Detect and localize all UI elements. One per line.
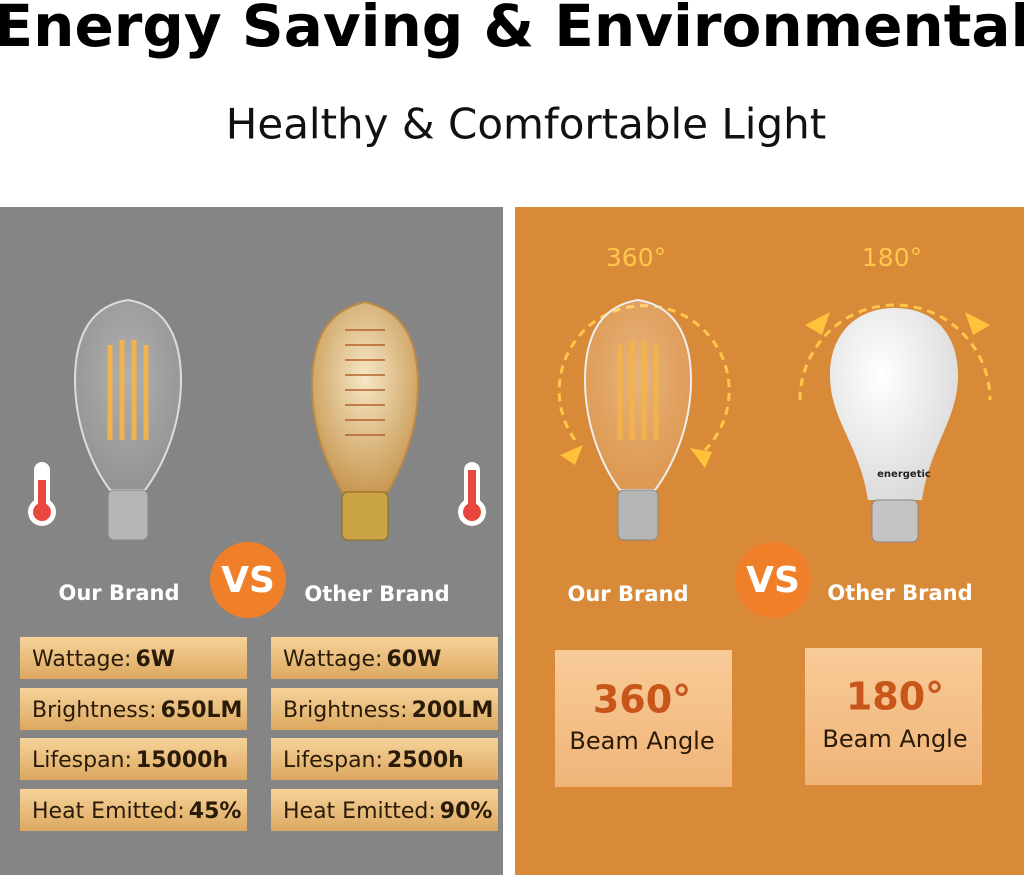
spec-value: 15000h [136,748,228,773]
spec-value: 90% [440,799,493,824]
spec-label: Heat Emitted: [32,799,185,824]
spec-label: Wattage: [32,647,131,672]
bulb-brand: energetic [877,469,931,480]
spec-box [20,738,247,780]
beam-box [805,648,982,785]
brand-label: Other Brand [827,581,972,605]
arc-label: 360° [606,243,666,272]
spec-label: Heat Emitted: [283,799,436,824]
spec-text: Brightness: 650LM [32,698,242,723]
vs-text: VS [746,560,800,601]
spec-text: Heat Emitted: 90% [283,799,492,824]
vs-badge [210,542,286,618]
arc [557,304,731,452]
spec-label: Lifespan: [32,748,132,773]
title: Energy Saving & Environmental [0,0,1024,60]
brand-label: Our Brand [59,581,180,605]
beam-angle: 180° [846,675,944,719]
spec-text: Brightness: 200LM [283,698,493,723]
a19-bulb: energetic [830,308,958,543]
thermometer [28,462,56,526]
spec-label: Wattage: [283,647,382,672]
spec-value: 200LM [412,698,494,723]
spec-text: Wattage: 60W [283,647,441,672]
vs-text: VS [221,560,275,601]
thermometer [458,462,486,526]
led-bulb [73,298,183,541]
spec-text: Lifespan: 2500h [283,748,464,773]
beam-angle: 360° [593,678,691,722]
brand-label: Other Brand [304,582,449,606]
led-bulb [583,298,693,541]
spec-label: Brightness: [32,698,157,723]
spec-text: Heat Emitted: 45% [32,799,241,824]
arc [798,303,992,401]
beam-caption: Beam Angle [822,725,967,753]
spec-text: Wattage: 6W [32,647,175,672]
beam-box [555,650,732,787]
spec-label: Lifespan: [283,748,383,773]
spec-text: Lifespan: 15000h [32,748,228,773]
spec-box [20,789,247,831]
spec-value: 2500h [387,748,464,773]
arc-label: 180° [862,243,922,272]
subtitle: Healthy & Comfortable Light [226,100,826,149]
edison-bulb [310,300,420,541]
spec-box [271,738,498,780]
spec-value: 45% [189,799,242,824]
brand-label: Our Brand [568,582,689,606]
beam-caption: Beam Angle [569,727,714,755]
spec-box [271,688,498,730]
vs-badge [735,542,811,618]
spec-value: 6W [135,647,175,672]
spec-box [20,688,247,730]
spec-value: 650LM [161,698,243,723]
spec-value: 60W [386,647,441,672]
spec-label: Brightness: [283,698,408,723]
spec-box [271,637,498,679]
spec-box [271,789,498,831]
spec-box [20,637,247,679]
